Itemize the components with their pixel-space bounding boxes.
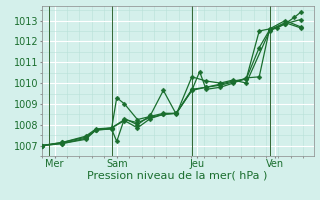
X-axis label: Pression niveau de la mer( hPa ): Pression niveau de la mer( hPa )	[87, 171, 268, 181]
